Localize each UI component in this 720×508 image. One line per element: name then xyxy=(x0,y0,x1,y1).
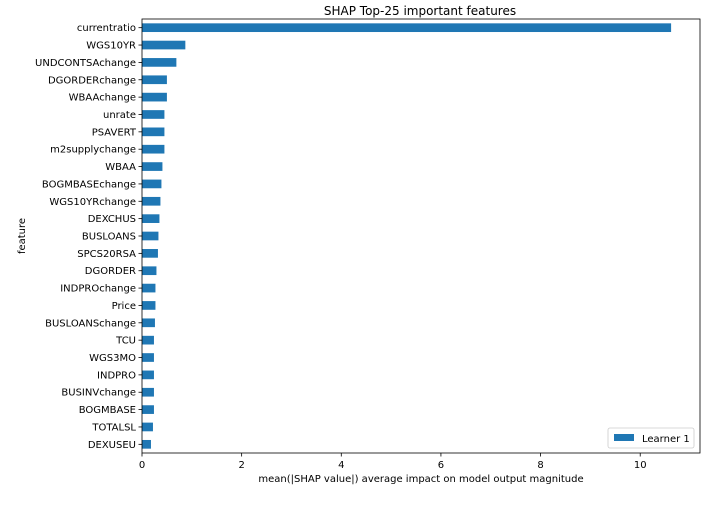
x-tick-label: 4 xyxy=(338,460,344,471)
y-tick-label: WGS10YRchange xyxy=(49,197,136,208)
y-tick-label: TOTALSL xyxy=(91,422,136,433)
x-tick-label: 10 xyxy=(634,460,647,471)
legend-label: Learner 1 xyxy=(642,434,690,445)
legend: Learner 1 xyxy=(607,427,695,449)
y-tick-label: SPCS20RSA xyxy=(77,249,136,260)
y-tick-label: DEXCHUS xyxy=(88,214,136,225)
y-tick-label: WGS3MO xyxy=(89,353,136,364)
bar-WBAA xyxy=(142,162,163,171)
bar-DEXUSEU xyxy=(142,439,151,449)
y-tick-label: DGORDERchange xyxy=(48,75,136,86)
y-tick-label: BOGMBASE xyxy=(79,405,136,416)
bar-BUSINVchange xyxy=(142,387,154,397)
y-tick-label: BUSLOANS xyxy=(82,232,136,243)
bar-DGORDER xyxy=(142,266,157,276)
y-tick-label: BUSLOANSchange xyxy=(45,318,136,329)
y-tick-label: DEXUSEU xyxy=(88,440,136,451)
x-tick-label: 8 xyxy=(537,460,543,471)
bar-TCU xyxy=(142,335,154,345)
bar-Price xyxy=(142,301,156,310)
bar-DEXCHUS xyxy=(142,214,160,223)
legend-swatch xyxy=(614,434,634,441)
bar-currentratio xyxy=(142,23,672,33)
y-tick-label: WGS10YR xyxy=(86,41,136,52)
bar-BOGMBASEchange xyxy=(142,179,162,189)
x-tick-label: 6 xyxy=(438,460,444,471)
y-tick-label: DGORDER xyxy=(85,266,136,277)
bar-INDPRO xyxy=(142,370,154,380)
x-axis-title: mean(|SHAP value|) average impact on mod… xyxy=(258,474,583,485)
y-tick-label: BUSINVchange xyxy=(61,388,136,399)
x-tick-label: 0 xyxy=(139,460,145,471)
bar-unrate xyxy=(142,110,165,119)
bar-WGS3MO xyxy=(142,353,154,362)
y-tick-label: m2supplychange xyxy=(50,145,136,156)
legend-frame xyxy=(607,427,695,449)
bar-WBAAchange xyxy=(142,92,167,102)
y-tick-label: Price xyxy=(112,301,136,312)
bar-DGORDERchange xyxy=(142,75,167,85)
y-tick-label: BOGMBASEchange xyxy=(42,179,136,190)
bar-BUSLOANS xyxy=(142,231,159,241)
bar-BOGMBASE xyxy=(142,405,154,414)
y-tick-label: PSAVERT xyxy=(92,127,137,138)
x-tick-label: 2 xyxy=(238,460,244,471)
y-tick-label: unrate xyxy=(103,110,136,121)
bar-TOTALSL xyxy=(142,422,153,432)
bar-WGS10YR xyxy=(142,40,186,50)
bar-m2supplychange xyxy=(142,144,165,154)
bar-UNDCONTSAchange xyxy=(142,58,177,67)
x-ticks: 0 2 4 6 8 10 xyxy=(139,453,647,471)
y-axis-title: feature xyxy=(17,218,28,254)
y-tick-label: TCU xyxy=(115,336,136,347)
bar-BUSLOANSchange xyxy=(142,318,155,328)
bar-PSAVERT xyxy=(142,127,165,137)
bar-SPCS20RSA xyxy=(142,249,158,258)
bar-WGS10YRchange xyxy=(142,196,161,206)
y-tick-label: INDPROchange xyxy=(60,284,136,295)
y-tick-labels: currentratio WGS10YR UNDCONTSAchange DGORDE… xyxy=(35,23,142,451)
bar-INDPROchange xyxy=(142,283,156,293)
plot-frame xyxy=(141,18,701,454)
y-tick-label: UNDCONTSAchange xyxy=(35,58,136,69)
y-tick-label: INDPRO xyxy=(97,370,136,381)
y-tick-label: currentratio xyxy=(77,23,136,34)
y-tick-label: WBAA xyxy=(105,162,136,173)
chart-title: SHAP Top-25 important features xyxy=(324,4,516,18)
bars-group xyxy=(142,23,672,449)
y-tick-label: WBAAchange xyxy=(69,93,136,104)
